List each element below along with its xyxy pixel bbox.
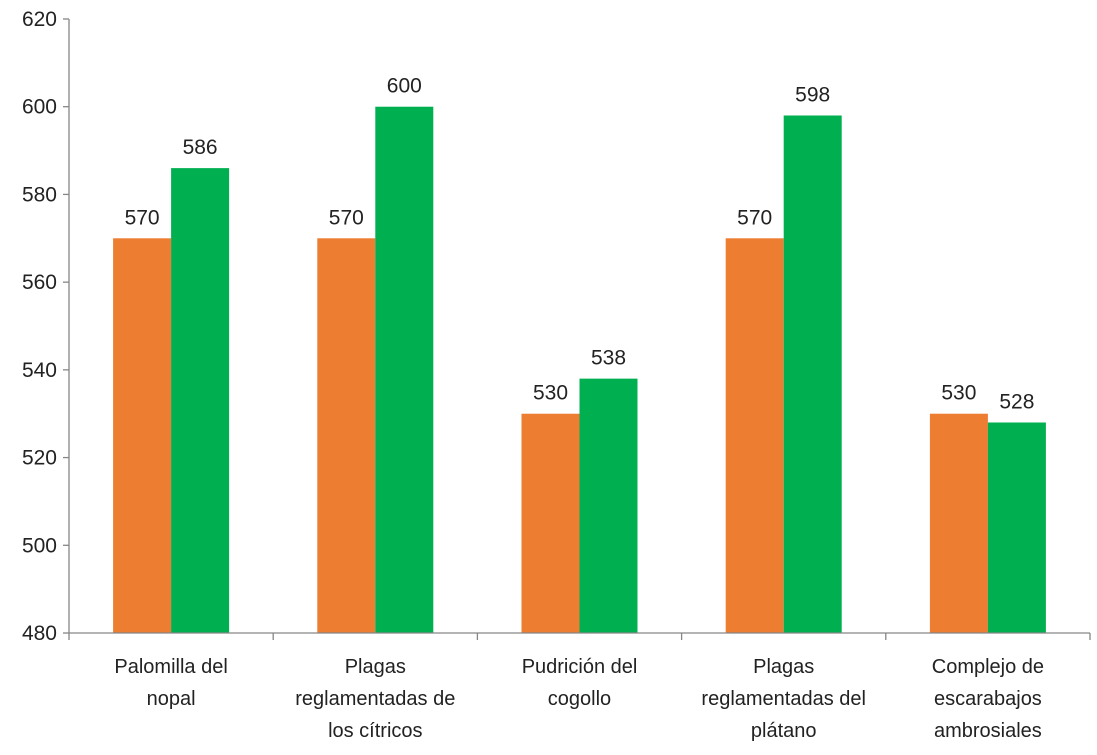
y-tick-label: 580 [22, 183, 57, 206]
bar [317, 238, 376, 634]
bar [113, 238, 172, 634]
bar [579, 378, 638, 633]
y-tick-label: 540 [22, 359, 57, 382]
axes-layer: 480 500 520 540 560 580 600 620 [22, 8, 1091, 645]
bar [783, 115, 842, 633]
bars-layer [113, 106, 1046, 634]
data-label: 538 [591, 347, 626, 370]
bar [521, 413, 580, 633]
x-tick-label: Pudrición del cogollo [522, 656, 638, 710]
x-tick-label: Plagas reglamentadas de los cítricos [295, 656, 455, 742]
bar [171, 168, 230, 633]
y-tick-label: 500 [22, 534, 57, 557]
data-label: 530 [533, 382, 568, 405]
data-label: 570 [329, 206, 364, 229]
x-tick-label: Complejo de escarabajos ambrosiales [932, 656, 1044, 742]
bar [725, 238, 784, 634]
data-label: 528 [999, 390, 1034, 413]
x-tick-label: Plagas reglamentadas del plátano [701, 656, 866, 742]
labels-layer: 570 586 Palomilla del nopal 570 600 Plagas regl… [114, 75, 1044, 742]
y-tick-label: 620 [22, 8, 57, 31]
bar [987, 422, 1046, 633]
y-tick-label: 480 [22, 622, 57, 645]
bar [375, 106, 434, 633]
y-tick-label: 520 [22, 447, 57, 470]
y-tick-label: 600 [22, 96, 57, 119]
x-tick-label: Palomilla del nopal [114, 656, 227, 710]
data-label: 600 [387, 75, 422, 98]
data-label: 598 [795, 83, 830, 106]
data-label: 570 [737, 206, 772, 229]
data-label: 570 [125, 206, 160, 229]
bar [929, 413, 988, 633]
data-label: 586 [183, 136, 218, 159]
data-label: 530 [941, 382, 976, 405]
y-tick-label: 560 [22, 271, 57, 294]
